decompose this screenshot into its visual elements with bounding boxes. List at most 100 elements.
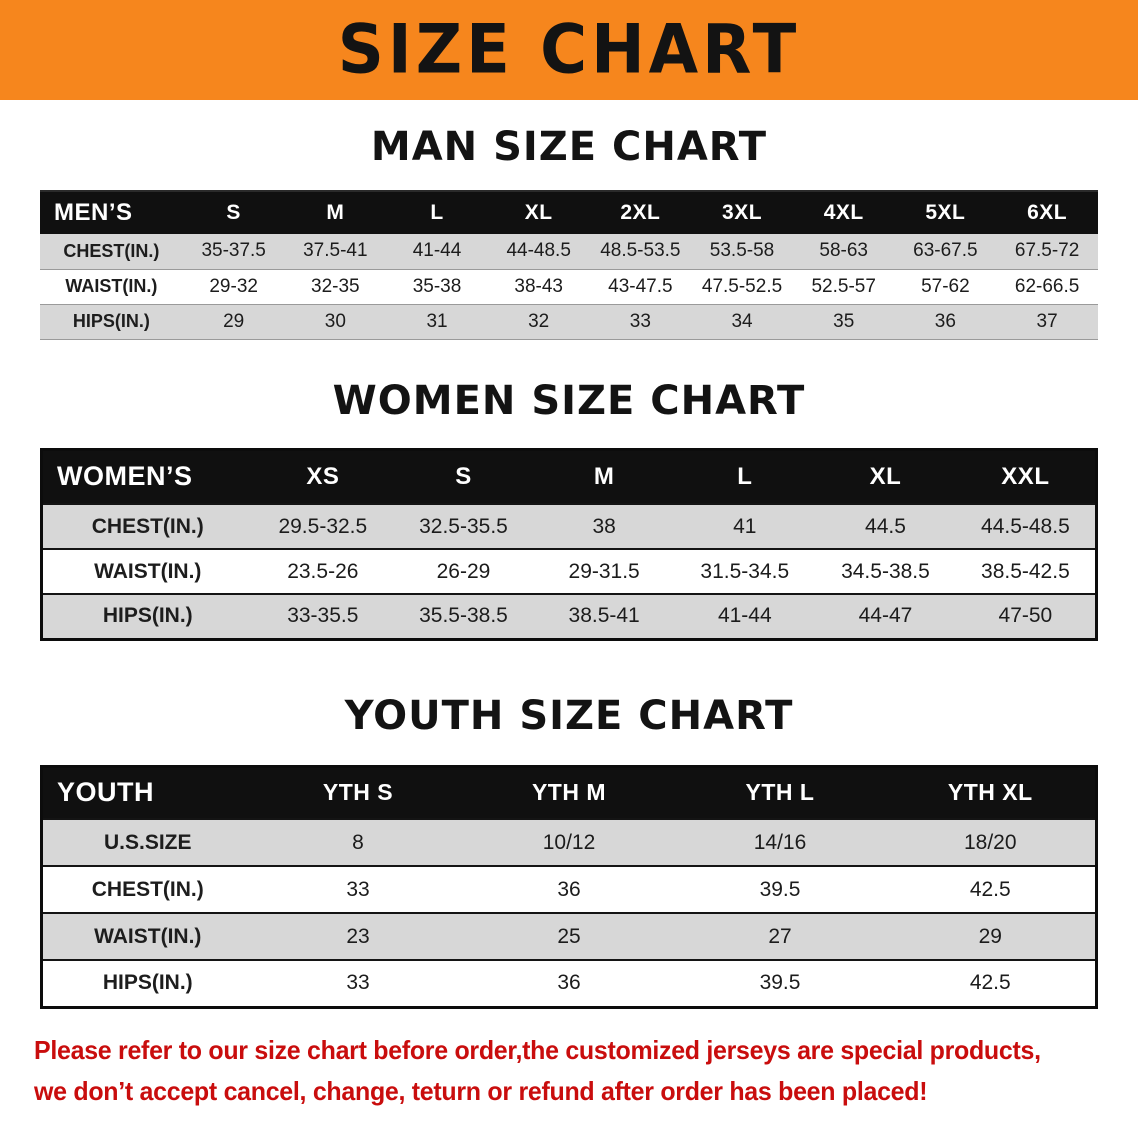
size-value-cell: 62-66.5 [996, 269, 1098, 305]
size-value-cell: 44-48.5 [487, 234, 590, 270]
measurement-row: HIPS(IN.) 29 30 31 32 33 34 35 36 37 [40, 304, 1098, 340]
size-value-cell: 29.5-32.5 [252, 503, 394, 549]
size-value-cell: 58-63 [792, 234, 895, 270]
size-value-cell: 36 [463, 959, 675, 1007]
youth-size-section: YOUTH SIZE CHART YOUTH YTH S YTH M YTH L YTH… [40, 693, 1098, 1009]
size-value-cell: 33 [252, 959, 464, 1007]
size-value-cell: 35.5-38.5 [393, 593, 534, 639]
size-value-cell: 35-38 [386, 269, 488, 305]
content: MAN SIZE CHART MEN’S S M L XL 2XL 3XL 4XL 5XL 6XL… [0, 124, 1138, 1009]
size-value-cell: 43-47.5 [589, 269, 692, 305]
size-column-header: YTH M [463, 766, 675, 819]
size-value-cell: 32.5-35.5 [393, 503, 534, 549]
size-column-header: YTH XL [885, 766, 1097, 819]
youth-section-heading: YOUTH SIZE CHART [344, 692, 794, 739]
measurement-row: WAIST(IN.) 23 25 27 29 [41, 912, 1097, 960]
size-value-cell: 27 [674, 912, 886, 960]
row-label-cell: WAIST(IN.) [40, 269, 183, 305]
size-value-cell: 32 [487, 304, 590, 340]
size-value-cell: 37.5-41 [284, 234, 387, 270]
size-value-cell: 38-43 [487, 269, 590, 305]
row-label-cell: HIPS(IN.) [40, 304, 183, 340]
measurement-row: U.S.SIZE 8 10/12 14/16 18/20 [41, 818, 1097, 866]
size-value-cell: 36 [463, 865, 675, 913]
disclaimer-line-1: Please refer to our size chart before or… [34, 1034, 1041, 1065]
size-header-row: WOMEN’S XS S M L XL XXL [41, 449, 1097, 504]
size-value-cell: 29 [182, 304, 285, 340]
size-value-cell: 18/20 [885, 818, 1097, 866]
row-label-cell: WAIST(IN.) [41, 548, 253, 594]
size-value-cell: 44.5-48.5 [955, 503, 1097, 549]
measurement-row: CHEST(IN.) 35-37.5 37.5-41 41-44 44-48.5 48.5… [40, 234, 1098, 270]
size-header-row: MEN’S S M L XL 2XL 3XL 4XL 5XL 6XL [40, 191, 1098, 234]
women-section-heading: WOMEN SIZE CHART [332, 377, 806, 424]
size-value-cell: 47.5-52.5 [691, 269, 793, 305]
size-value-cell: 44.5 [815, 503, 956, 549]
size-column-header: S [182, 191, 285, 234]
size-value-cell: 34 [691, 304, 793, 340]
size-value-cell: 29-31.5 [533, 548, 675, 594]
measurement-row: WAIST(IN.) 29-32 32-35 35-38 38-43 43-47.5 47.… [40, 269, 1098, 305]
size-column-header: YTH L [674, 766, 886, 819]
men-size-table: MEN’S S M L XL 2XL 3XL 4XL 5XL 6XL CHEST(IN.) 35-37… [40, 190, 1098, 340]
size-value-cell: 29-32 [182, 269, 285, 305]
size-column-header: XS [252, 449, 394, 504]
size-value-cell: 67.5-72 [996, 234, 1098, 270]
table-title-cell: YOUTH [41, 766, 253, 819]
size-value-cell: 36 [894, 304, 997, 340]
size-value-cell: 44-47 [815, 593, 956, 639]
size-chart-graphic: SIZE CHART MAN SIZE CHART MEN’S S M L XL 2XL 3… [0, 0, 1138, 1107]
size-value-cell: 34.5-38.5 [815, 548, 956, 594]
size-value-cell: 38.5-41 [533, 593, 675, 639]
page-title: SIZE CHART [337, 10, 801, 90]
size-value-cell: 31 [386, 304, 488, 340]
row-label-cell: WAIST(IN.) [41, 912, 253, 960]
size-column-header: 5XL [894, 191, 997, 234]
measurement-row: WAIST(IN.) 23.5-26 26-29 29-31.5 31.5-34.5 34… [41, 548, 1097, 594]
size-value-cell: 32-35 [284, 269, 387, 305]
size-value-cell: 29 [885, 912, 1097, 960]
size-value-cell: 30 [284, 304, 387, 340]
size-value-cell: 8 [252, 818, 464, 866]
youth-size-table: YOUTH YTH S YTH M YTH L YTH XL U.S.SIZE 8 10/12… [40, 764, 1098, 1009]
size-column-header: L [386, 191, 488, 234]
table-title-cell: WOMEN’S [41, 449, 253, 504]
size-column-header: XL [487, 191, 590, 234]
men-size-section: MAN SIZE CHART MEN’S S M L XL 2XL 3XL 4XL 5XL 6XL… [40, 124, 1098, 340]
table-title-cell: MEN’S [40, 191, 183, 234]
women-size-section: WOMEN SIZE CHART WOMEN’S XS S M L XL XXL CHEST(… [40, 378, 1098, 641]
size-column-header: YTH S [252, 766, 464, 819]
size-value-cell: 63-67.5 [894, 234, 997, 270]
size-value-cell: 41-44 [674, 593, 816, 639]
size-column-header: 4XL [792, 191, 895, 234]
size-value-cell: 42.5 [885, 959, 1097, 1007]
size-value-cell: 10/12 [463, 818, 675, 866]
row-label-cell: CHEST(IN.) [41, 865, 253, 913]
title-banner: SIZE CHART [0, 0, 1138, 100]
size-value-cell: 42.5 [885, 865, 1097, 913]
size-header-row: YOUTH YTH S YTH M YTH L YTH XL [41, 766, 1097, 819]
row-label-cell: U.S.SIZE [41, 818, 253, 866]
size-value-cell: 48.5-53.5 [589, 234, 692, 270]
size-value-cell: 39.5 [674, 865, 886, 913]
size-column-header: XXL [955, 449, 1097, 504]
measurement-row: CHEST(IN.) 33 36 39.5 42.5 [41, 865, 1097, 913]
size-value-cell: 23.5-26 [252, 548, 394, 594]
size-value-cell: 33 [252, 865, 464, 913]
size-value-cell: 35-37.5 [182, 234, 285, 270]
size-value-cell: 25 [463, 912, 675, 960]
disclaimer: Please refer to our size chart before or… [0, 1009, 1138, 1107]
size-column-header: M [284, 191, 387, 234]
row-label-cell: CHEST(IN.) [41, 503, 253, 549]
size-value-cell: 35 [792, 304, 895, 340]
size-column-header: XL [815, 449, 956, 504]
size-column-header: 3XL [691, 191, 793, 234]
size-column-header: M [533, 449, 675, 504]
size-value-cell: 37 [996, 304, 1098, 340]
size-value-cell: 33 [589, 304, 692, 340]
size-value-cell: 41 [674, 503, 816, 549]
size-value-cell: 53.5-58 [691, 234, 793, 270]
disclaimer-line-2: we don’t accept cancel, change, teturn o… [34, 1075, 928, 1106]
size-value-cell: 38 [533, 503, 675, 549]
size-value-cell: 14/16 [674, 818, 886, 866]
